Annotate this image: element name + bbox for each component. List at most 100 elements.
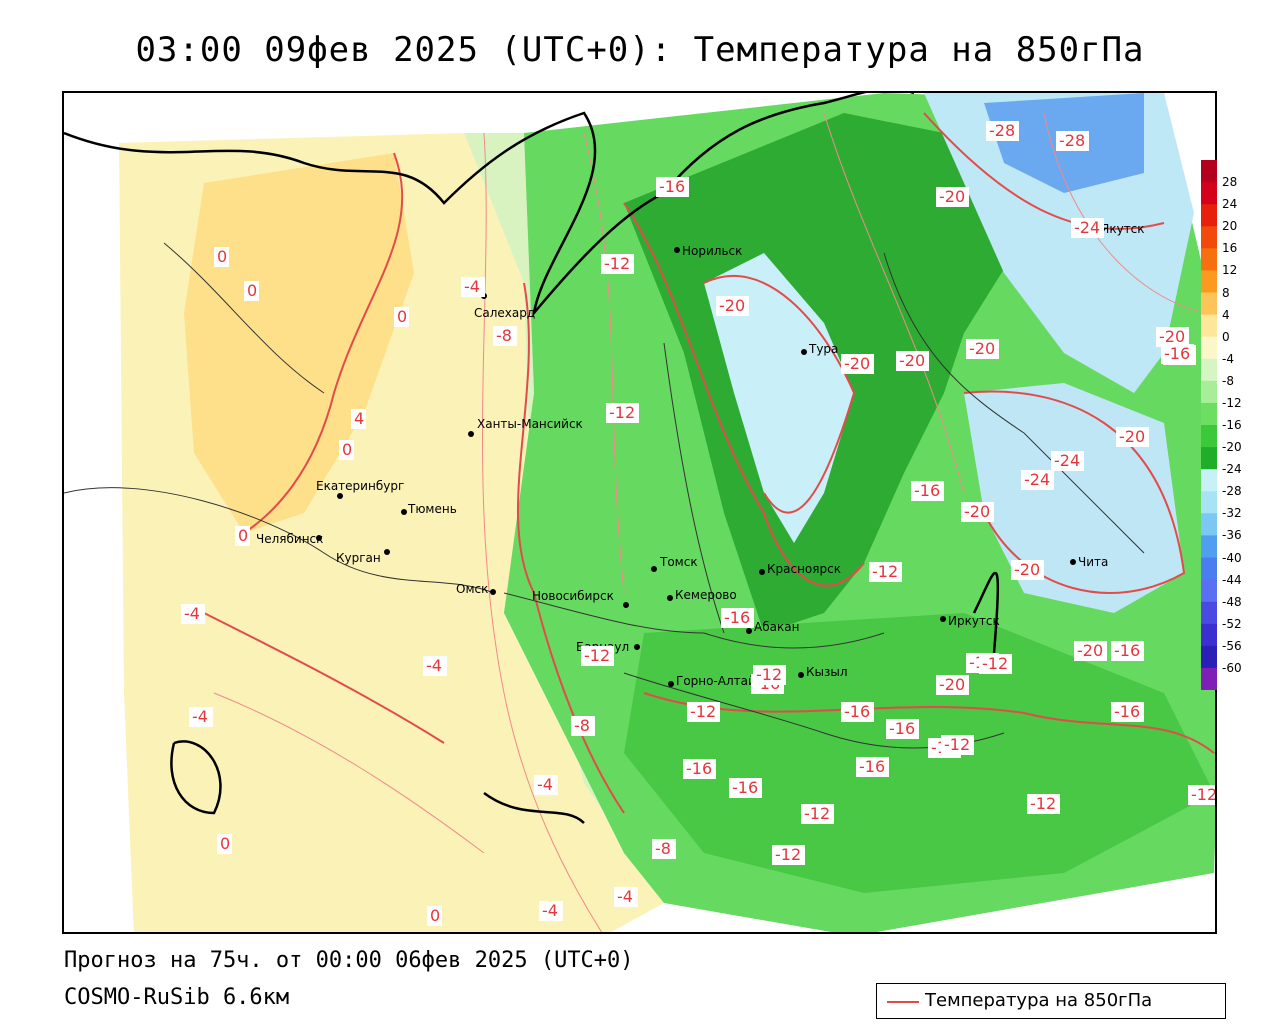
svg-text:-12: -12 [690, 702, 716, 721]
scale-label: -16 [1222, 418, 1242, 432]
svg-text:-16: -16 [686, 759, 712, 778]
city-label: Омск [456, 582, 488, 596]
city-kemerovo[interactable]: Кемерово [667, 588, 737, 602]
contour-value-label: -12 [753, 665, 786, 685]
city-kurgan[interactable]: Курган [336, 549, 390, 565]
scale-label: -60 [1222, 660, 1242, 675]
city-ekaterinburg[interactable]: Екатеринбург [316, 479, 404, 499]
svg-text:-28: -28 [989, 121, 1015, 140]
contour-value-label: -28 [986, 121, 1019, 141]
city-gorno-altaysk[interactable]: Горно-Алтайск [668, 674, 770, 688]
svg-text:-20: -20 [939, 187, 965, 206]
scale-swatch [1201, 336, 1217, 360]
city-khanty-mansiysk[interactable]: Ханты-Мансийск [468, 417, 583, 437]
svg-text:-12: -12 [804, 804, 830, 823]
scale-swatch [1201, 513, 1217, 536]
city-kyzyl[interactable]: Кызыл [798, 665, 848, 679]
contour-value-label: 0 [244, 281, 259, 301]
scale-label: 4 [1222, 307, 1230, 322]
scale-label: -44 [1222, 572, 1242, 587]
contour-value-label: -4 [534, 775, 558, 795]
contour-value-label: -4 [614, 887, 638, 907]
scale-label: 16 [1222, 241, 1238, 256]
city-chita[interactable]: Чита [1070, 555, 1108, 569]
scale-label: 0 [1222, 329, 1230, 344]
svg-text:-12: -12 [584, 646, 610, 665]
city-label: Тура [808, 342, 838, 356]
city-label: Норильск [682, 244, 742, 258]
scale-swatch [1201, 491, 1217, 514]
city-irkutsk[interactable]: Иркутск [940, 614, 1000, 628]
scale-swatch [1201, 623, 1217, 647]
city-krasnoyarsk[interactable]: Красноярск [759, 562, 841, 576]
city-tura[interactable]: Тура [801, 342, 838, 356]
scale-label: -40 [1222, 550, 1242, 565]
scale-swatch [1201, 579, 1217, 603]
svg-text:-12: -12 [944, 735, 970, 754]
contour-value-label: -16 [1161, 344, 1194, 364]
svg-text:-20: -20 [1014, 560, 1040, 579]
domain-deepcold-zone [704, 253, 854, 543]
svg-text:-16: -16 [732, 778, 758, 797]
scale-swatch [1201, 270, 1217, 293]
contour-value-label: -20 [961, 502, 994, 522]
coastline [64, 93, 1000, 824]
scale-swatch [1201, 667, 1217, 690]
svg-text:-24: -24 [1054, 451, 1080, 470]
line-legend: Температура на 850гПа [876, 983, 1226, 1019]
city-novosibirsk[interactable]: Новосибирск [532, 589, 629, 608]
svg-text:-16: -16 [1164, 344, 1190, 363]
contour-value-label: -12 [869, 562, 902, 582]
scale-label: -8 [1222, 373, 1234, 388]
svg-text:-12: -12 [775, 845, 801, 864]
contour-value-label: -4 [539, 901, 563, 921]
contour-value-label: -16 [683, 759, 716, 779]
scale-label: 24 [1222, 197, 1238, 212]
svg-text:-4: -4 [184, 604, 200, 623]
contour-value-label: -12 [941, 735, 974, 755]
scale-label: 20 [1222, 219, 1238, 234]
city-chelyabinsk[interactable]: Челябинск [256, 532, 323, 546]
scale-swatch [1201, 402, 1217, 426]
contour-value-label: -12 [601, 254, 634, 274]
contour-value-label: -16 [721, 608, 754, 628]
svg-text:-4: -4 [537, 775, 553, 794]
scale-swatch [1201, 557, 1217, 581]
scale-label: -12 [1222, 395, 1242, 410]
contour-value-label: -8 [493, 326, 517, 346]
city-abakan[interactable]: Абакан [746, 620, 799, 634]
svg-text:-20: -20 [1077, 641, 1103, 660]
svg-text:-8: -8 [574, 716, 590, 735]
scale-swatch [1201, 535, 1217, 558]
model-name: COSMO-RuSib 6.6км [64, 985, 290, 1010]
temperature-map[interactable]: Норильск Салехард Тура Якутск Ханты-Манс… [62, 91, 1217, 934]
contour-value-label: -16 [1111, 641, 1144, 661]
scale-swatch [1201, 226, 1217, 249]
svg-text:-16: -16 [889, 719, 915, 738]
contour-value-label: -16 [911, 481, 944, 501]
scale-swatch [1201, 469, 1217, 492]
contour-value-label: -12 [979, 654, 1012, 674]
city-omsk[interactable]: Омск [456, 582, 496, 596]
svg-text:-16: -16 [844, 702, 870, 721]
svg-text:-12: -12 [609, 403, 635, 422]
svg-text:-20: -20 [1159, 327, 1185, 346]
svg-text:0: 0 [220, 834, 230, 853]
city-tyumen[interactable]: Тюмень [401, 502, 457, 516]
city-tomsk[interactable]: Томск [651, 555, 698, 572]
contour-value-label: -16 [856, 757, 889, 777]
color-scale-labels: 28 24 20 16 12 8 4 0 -4 -8 -12 -16 -20 -24 -28 -32 -36 -4… [1222, 160, 1272, 690]
temperature-isolines [203, 112, 1215, 814]
contour-value-label: -20 [936, 187, 969, 207]
contour-value-label: -4 [189, 707, 213, 727]
scale-label: -52 [1222, 616, 1242, 631]
scale-label: -36 [1222, 528, 1242, 543]
contour-value-label: -16 [1111, 702, 1144, 722]
contour-value-label: -20 [896, 351, 929, 371]
city-norilsk[interactable]: Норильск [674, 244, 742, 258]
scale-label: 12 [1222, 263, 1238, 278]
city-label: Новосибирск [532, 589, 614, 603]
contour-value-label: -20 [1116, 427, 1149, 447]
svg-text:-16: -16 [1114, 702, 1140, 721]
contour-value-label: -12 [772, 845, 805, 865]
